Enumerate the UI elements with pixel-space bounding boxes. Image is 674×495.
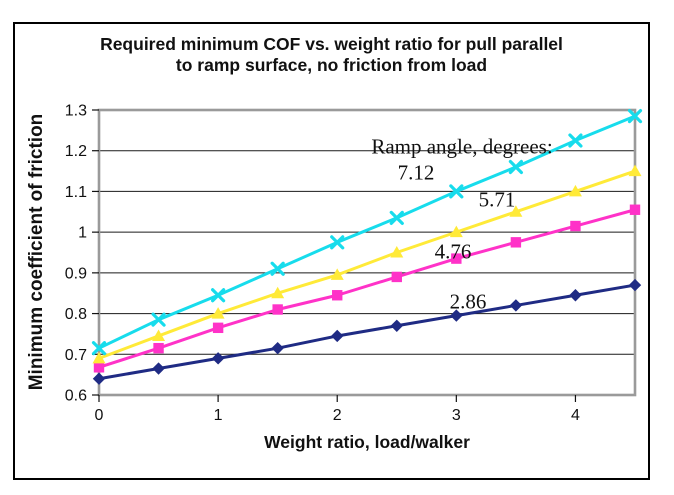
marker-x-7.12deg: [211, 288, 226, 303]
marker-triangle-5.71deg: [330, 268, 344, 280]
marker-diamond-2.86deg: [450, 309, 463, 322]
annotation-label: 7.12: [397, 160, 435, 185]
marker-diamond-2.86deg: [390, 319, 403, 332]
y-tick-label: 1.2: [65, 143, 87, 160]
marker-triangle-5.71deg: [211, 307, 225, 319]
marker-x-7.12deg: [449, 184, 464, 199]
marker-square-4.76deg: [510, 237, 522, 248]
x-tick-label: 3: [452, 407, 461, 424]
x-tick-label: 4: [571, 407, 580, 424]
x-tick-label: 1: [214, 407, 223, 424]
y-tick-label: 1.1: [65, 184, 87, 201]
x-tick-label: 0: [95, 407, 104, 424]
marker-x-7.12deg: [568, 133, 583, 148]
y-tick-label: 1.3: [65, 103, 87, 120]
marker-square-4.76deg: [629, 204, 641, 215]
marker-diamond-2.86deg: [331, 329, 344, 343]
marker-triangle-5.71deg: [628, 164, 642, 177]
marker-square-4.76deg: [570, 220, 581, 232]
series-line-5.71deg: [97, 169, 637, 360]
marker-square-4.76deg: [332, 290, 343, 301]
marker-diamond-2.86deg: [628, 278, 642, 292]
y-tick-label: 0.6: [65, 388, 87, 405]
marker-square-4.76deg: [391, 271, 402, 283]
marker-triangle-5.71deg: [152, 329, 166, 341]
marker-square-4.76deg: [153, 342, 164, 354]
series-line-4.76deg: [97, 208, 637, 369]
x-tick-label: 2: [333, 407, 342, 424]
annotation-label: Ramp angle, degrees:: [371, 134, 553, 159]
series-line-2.86deg: [97, 283, 637, 381]
annotation-label: 2.86: [449, 289, 487, 314]
y-tick-label: 0.9: [65, 265, 87, 282]
chart-title-line1: Required minimum COF vs. weight ratio fo…: [100, 34, 563, 54]
cof-vs-weight-ratio-chart: Required minimum COF vs. weight ratio fo…: [13, 22, 650, 480]
marker-x-7.12deg: [508, 159, 523, 175]
marker-x-7.12deg: [270, 261, 285, 276]
y-tick-label: 1: [78, 225, 87, 242]
marker-x-7.12deg: [151, 312, 166, 327]
marker-square-4.76deg: [93, 362, 105, 373]
chart-title: Required minimum COF vs. weight ratio fo…: [15, 34, 648, 76]
y-tick-label: 0.8: [65, 306, 87, 323]
marker-square-4.76deg: [272, 304, 283, 315]
plot-canvas: 0.6 0.7 0.8 0.9 1 1.1 1.2 1.3 0 1 2 3 4: [65, 103, 643, 424]
marker-triangle-5.71deg: [271, 286, 285, 299]
plot-area: [97, 108, 637, 397]
marker-triangle-5.71deg: [509, 205, 523, 217]
marker-x-7.12deg: [627, 109, 643, 124]
marker-x-7.12deg: [389, 210, 404, 225]
marker-diamond-2.86deg: [152, 362, 165, 375]
marker-x-7.12deg: [330, 235, 345, 250]
marker-diamond-2.86deg: [271, 341, 284, 355]
marker-diamond-2.86deg: [569, 289, 582, 302]
marker-diamond-2.86deg: [211, 352, 225, 365]
x-axis-title: Weight ratio, load/walker: [264, 432, 470, 452]
marker-diamond-2.86deg: [509, 299, 523, 312]
series-line-7.12deg: [97, 114, 637, 350]
y-tick-label: 0.7: [65, 347, 87, 364]
marker-triangle-5.71deg: [390, 246, 404, 258]
marker-diamond-2.86deg: [92, 372, 106, 385]
annotation-label: 4.76: [434, 239, 472, 264]
marker-square-4.76deg: [212, 322, 224, 334]
chart-title-line2: to ramp surface, no friction from load: [175, 55, 488, 75]
marker-triangle-5.71deg: [92, 351, 106, 364]
marker-square-4.76deg: [451, 253, 462, 264]
marker-x-7.12deg: [91, 341, 107, 356]
marker-triangle-5.71deg: [449, 225, 463, 238]
marker-triangle-5.71deg: [568, 184, 582, 197]
annotation-label: 5.71: [478, 187, 516, 212]
